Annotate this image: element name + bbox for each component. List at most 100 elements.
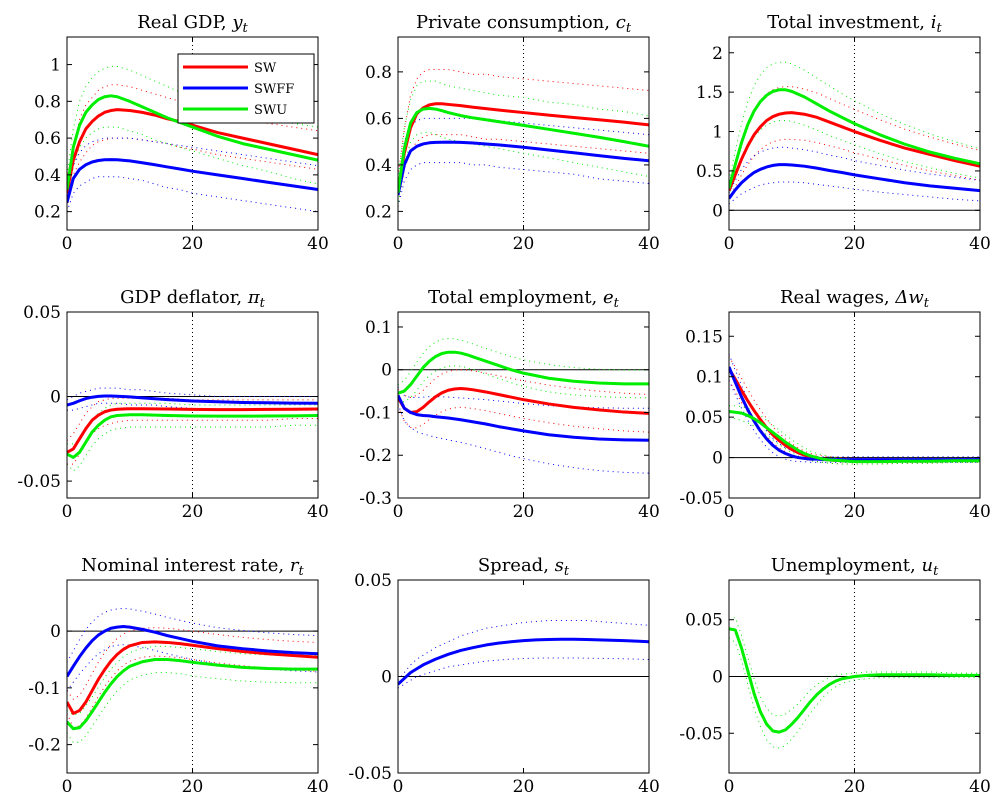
y-tick-label: -0.05 [348,764,392,784]
series-line-sw [398,387,649,415]
y-tick-label: 0.2 [365,202,392,222]
x-tick-label: 40 [307,234,329,254]
x-tick-label: 0 [393,234,404,254]
band-lower-swff [729,379,980,463]
y-tick-label: -0.05 [679,489,723,509]
x-tick-label: 20 [182,234,204,254]
plot-area [398,312,649,498]
x-tick-label: 20 [844,502,866,522]
y-tick-label: -0.2 [359,446,392,466]
y-tick-label: 0.05 [685,408,723,428]
panel-title: Real GDP, yt [137,12,248,36]
y-tick-label: 1 [50,56,61,76]
x-tick-label: 40 [969,502,991,522]
y-tick-label: 0.1 [365,318,392,338]
x-tick-label: 40 [307,502,329,522]
series-line-swff [398,394,649,442]
legend: SW SWFF SWU [177,53,315,124]
band-upper-swu [729,616,980,717]
x-tick-label: 40 [307,777,329,792]
panel-title: Unemployment, ut [771,555,939,579]
panel-title: GDP deflator, πt [120,287,266,311]
x-tick-label: 20 [844,777,866,792]
series-line-swu [398,350,649,395]
y-tick-label: 0 [50,622,61,642]
panel-title: Private consumption, ct [416,12,632,36]
y-tick-label: 0.6 [365,109,392,129]
x-tick-label: 0 [724,502,735,522]
x-tick-label: 20 [182,777,204,792]
y-tick-label: 0 [50,388,61,408]
plot-area [729,37,980,230]
x-tick-label: 0 [724,777,735,792]
series-line-swu [398,106,649,194]
band-lower-sw [67,137,318,209]
series-line-swu [729,409,980,464]
y-tick-label: 0.05 [354,571,392,591]
series-line-swff [398,637,649,686]
series-line-swu [729,627,980,734]
band-lower-swu [729,416,980,465]
panel-9: 0 20 40 -0.05 0 0.05 Unemployment, ut [679,555,990,792]
plot-area [398,620,649,689]
panel-title: Spread, st [478,555,570,579]
band-lower-swff [729,181,980,205]
x-tick-label: 0 [62,234,73,254]
legend-label-swu: SWU [254,103,287,118]
x-tick-label: 40 [638,502,660,522]
series-line-sw [67,108,318,194]
band-lower-swu [398,131,649,207]
panel-2: 0 20 40 0.2 0.4 0.6 0.8 Private consumption, ct [365,12,660,254]
series-line-swu [67,94,318,190]
series-line-swu [729,88,980,189]
band-upper-swff [729,353,980,458]
band-lower-sw [729,380,980,465]
y-tick-label: 0.4 [34,166,61,186]
y-tick-label: 0.05 [685,611,723,631]
y-tick-label: 0.1 [696,368,723,388]
y-tick-label: 1 [712,123,723,143]
panel-1: 0 20 40 0.2 0.4 0.6 0.8 1 Real GDP, yt [34,12,329,254]
band-upper-swff [67,387,318,401]
panel-3: 0 20 40 0 0.5 1 1.5 2 Total investment, it [696,12,991,254]
band-lower-swff [398,403,649,474]
x-tick-label: 20 [844,234,866,254]
panel-5: 0 20 40 -0.3 -0.2 -0.1 0 0.1 Total employment, e… [359,287,660,522]
y-tick-label: 0.15 [685,327,723,347]
x-tick-label: 20 [513,234,535,254]
series-line-sw [729,367,980,463]
y-tick-label: 1.5 [696,83,723,103]
band-upper-swu [67,402,318,445]
panel-title: Total investment, it [767,12,942,36]
series-line-sw [729,111,980,192]
band-lower-swu [67,672,318,743]
panel-title: Total employment, et [428,287,620,311]
series-line-swff [67,625,318,678]
y-tick-label: 0 [712,201,723,221]
y-tick-label: 0.8 [34,92,61,112]
series-line-swff [729,163,980,200]
y-tick-label: 0.4 [365,156,392,176]
series-line-swu [67,413,318,459]
y-tick-label: -0.05 [17,472,61,492]
plot-area [67,312,318,498]
band-lower-sw [67,418,318,465]
y-tick-label: 0 [381,668,392,688]
plot-area [729,312,980,498]
x-tick-label: 40 [638,234,660,254]
plot-area [67,580,318,773]
band-upper-swu [398,80,649,179]
y-tick-label: 0.6 [34,129,61,149]
band-lower-swff [398,657,649,689]
x-tick-label: 40 [969,777,991,792]
panel-7: 0 20 40 -0.2 -0.1 0 Nominal interest rate, rt [28,555,329,792]
y-tick-label: 2 [712,44,723,64]
panel-title: Nominal interest rate, rt [81,555,304,579]
legend-label-swff: SWFF [254,82,294,97]
y-tick-label: 0.2 [34,203,61,223]
legend-label-sw: SW [254,61,277,76]
y-tick-label: 0 [712,449,723,469]
